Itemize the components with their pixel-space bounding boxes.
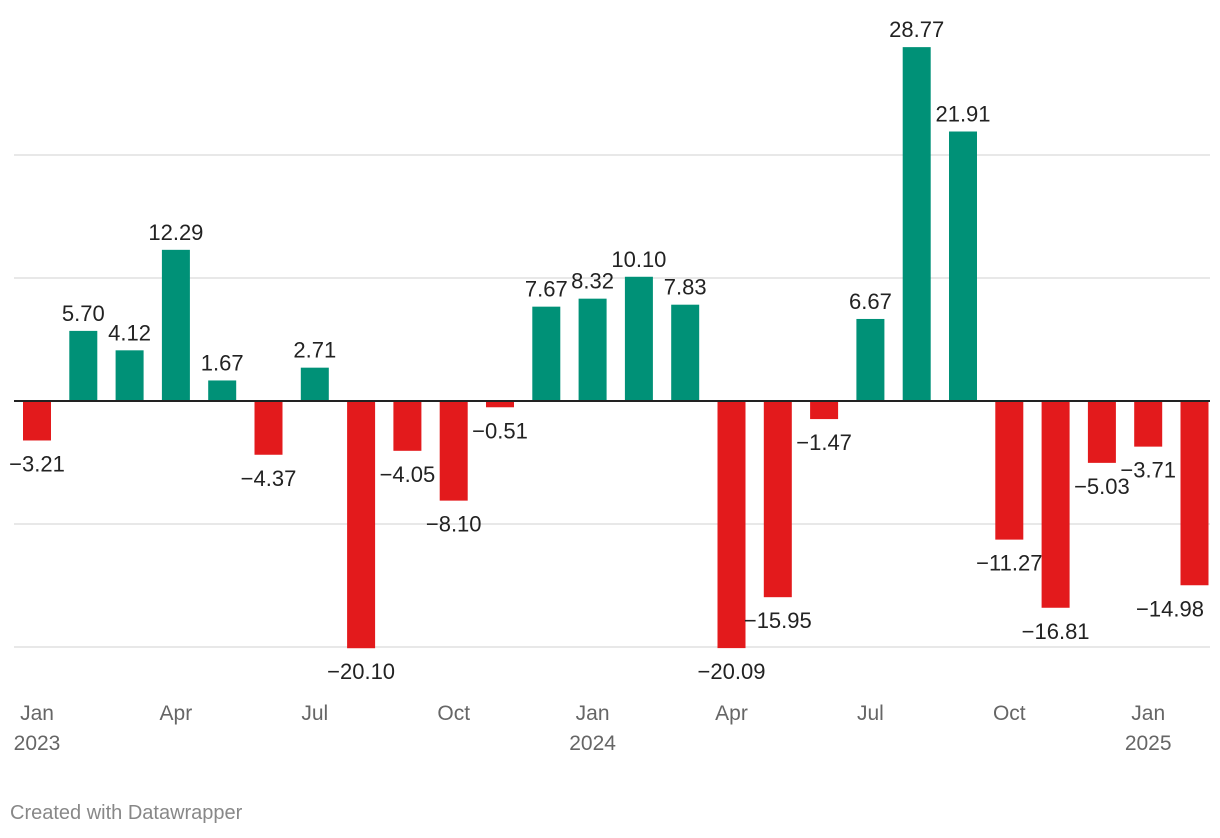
x-tick-month: Apr — [160, 702, 193, 725]
bar-dec-2024 — [1087, 401, 1116, 463]
x-tick-month: Apr — [715, 702, 748, 725]
bar-aug-2023 — [347, 401, 376, 649]
value-label: −16.81 — [1022, 619, 1090, 644]
bar-sep-2024 — [949, 131, 977, 401]
value-label: 28.77 — [889, 17, 944, 42]
bar-sep-2023 — [393, 401, 422, 451]
x-axis-ticks: Jan 2023 Apr Jul Oct Jan 2024 Apr Jul Oct Jan 2025 — [14, 702, 1172, 755]
bars — [23, 47, 1209, 649]
bar-oct-2024 — [995, 401, 1024, 540]
value-label: 12.29 — [148, 220, 203, 245]
bar-feb-2025 — [1180, 401, 1209, 586]
value-label: 7.83 — [664, 275, 707, 300]
bar-nov-2024 — [1041, 401, 1070, 608]
bar-may-2024 — [763, 401, 792, 598]
value-label: −0.51 — [472, 418, 528, 443]
bar-apr-2023 — [161, 249, 190, 401]
value-label: 4.12 — [108, 320, 151, 345]
bar-oct-2023 — [439, 401, 468, 501]
bar-aug-2024 — [902, 47, 931, 402]
x-tick-year: 2024 — [569, 732, 616, 755]
value-label: −5.03 — [1074, 474, 1130, 499]
bar-jul-2024 — [856, 318, 885, 401]
value-label: −1.47 — [796, 430, 852, 455]
value-label: −14.98 — [1136, 596, 1204, 621]
x-tick-month: Jan — [20, 702, 54, 725]
value-label: 8.32 — [571, 269, 614, 294]
bar-jun-2023 — [254, 401, 283, 455]
bar-jul-2023 — [300, 367, 329, 401]
value-label: −8.10 — [426, 512, 482, 537]
value-label: 21.91 — [935, 102, 990, 127]
value-label: 5.70 — [62, 301, 105, 326]
value-label: 7.67 — [525, 277, 568, 302]
value-label: −4.37 — [241, 466, 297, 491]
bar-apr-2024 — [717, 401, 746, 649]
x-tick-month: Jan — [1131, 702, 1165, 725]
bar-mar-2023 — [115, 350, 144, 401]
x-tick-month: Oct — [993, 702, 1026, 725]
value-labels: −3.21 5.704.12 12.29 1.67 −4.37 2.71 −20.10 −4.… — [9, 17, 1204, 684]
value-label: 2.71 — [293, 338, 336, 363]
value-label: −20.10 — [327, 659, 395, 684]
value-label: −11.27 — [976, 551, 1042, 576]
bar-nov-2023 — [486, 401, 514, 408]
value-label: −15.95 — [744, 608, 812, 633]
value-label: 10.10 — [611, 247, 666, 272]
bar-jan-2024 — [578, 298, 607, 401]
credit-text: Created with Datawrapper — [10, 802, 243, 824]
bar-jan-2023 — [23, 401, 51, 441]
value-label: −3.71 — [1120, 458, 1176, 483]
value-label: 6.67 — [849, 289, 892, 314]
bar-may-2023 — [208, 380, 237, 401]
value-label: −3.21 — [9, 451, 65, 476]
x-tick-year: 2023 — [14, 732, 61, 755]
x-tick-month: Jan — [576, 702, 610, 725]
bar-feb-2023 — [69, 330, 98, 401]
bar-feb-2024 — [624, 276, 653, 401]
bar-mar-2024 — [671, 304, 700, 401]
value-label: −20.09 — [698, 659, 766, 684]
bar-jun-2024 — [810, 401, 839, 420]
bar-jan-2025 — [1134, 401, 1163, 447]
x-tick-year: 2025 — [1125, 732, 1172, 755]
value-label: −4.05 — [380, 462, 436, 487]
x-tick-month: Jul — [857, 702, 884, 725]
value-label: 1.67 — [201, 350, 244, 375]
x-tick-month: Jul — [301, 702, 328, 725]
x-tick-month: Oct — [437, 702, 470, 725]
bar-dec-2023 — [532, 306, 561, 401]
